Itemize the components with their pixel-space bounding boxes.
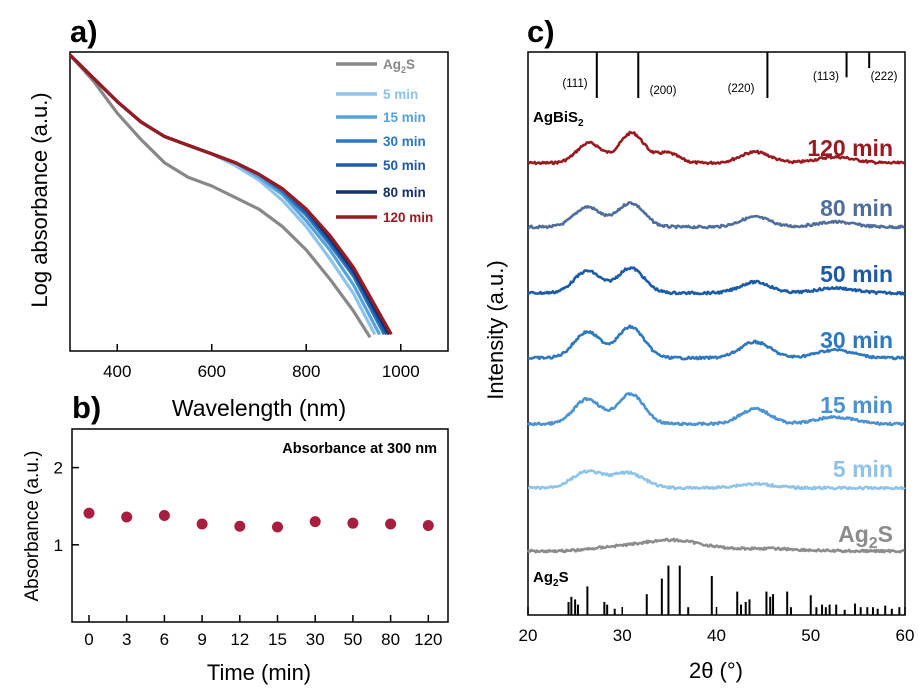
- panel-b-xtick-label: 15: [268, 630, 287, 649]
- panel-b-xtick-label: 30: [306, 630, 325, 649]
- legend-label-50-min: 50 min: [383, 158, 426, 173]
- panel-b-ticks: 120 3 6 9 12 15 30 50 80 120: [54, 459, 443, 649]
- pattern-ag2s: [526, 537, 905, 554]
- panel-a-xticks: 400 600 800 1000: [103, 344, 420, 381]
- panel-c-xticks: 20 30 40 50 60: [519, 607, 915, 645]
- line-15-min: [68, 53, 381, 336]
- panel-a: 400 600 800 1000 Ag2S 5 min 15 min 30 min 50 mi…: [27, 51, 449, 421]
- panel-b: 120 3 6 9 12 15 30 50 80 120 Absorbance at 300 nm…: [22, 428, 449, 685]
- pattern-label-80-min: 80 min: [820, 195, 893, 221]
- agbis2-peak-label: (111): [562, 78, 587, 90]
- panel-c-xtick-label: 50: [801, 626, 820, 645]
- line-120-min: [68, 53, 393, 336]
- panel-c-xtick-label: 30: [613, 626, 632, 645]
- data-point-15-min: [272, 521, 283, 533]
- panel-a-series: [68, 53, 393, 339]
- pattern-120-min: [527, 130, 906, 166]
- panel-b-xtick-label: 6: [160, 630, 169, 649]
- panel-c-patterns: 120 min 80 min 50 min 30 min 15 min 5 min Ag2S: [526, 130, 906, 554]
- panel-b-ytick-label: 1: [54, 536, 63, 555]
- pattern-5-min: [527, 469, 906, 491]
- data-point-30-min: [309, 516, 321, 528]
- agbis2-peak-label: (220): [728, 83, 755, 95]
- data-point-80-min: [385, 518, 397, 530]
- panel-a-xtick-label: 400: [103, 362, 131, 381]
- panel-c-xlabel: 2θ (°): [689, 658, 743, 683]
- panel-b-xtick-label: 3: [122, 630, 131, 649]
- data-point-6-min: [158, 509, 170, 521]
- panel-b-label: b): [72, 390, 101, 425]
- panel-b-xtick-label: 9: [197, 630, 206, 649]
- data-point-9-min: [196, 518, 208, 530]
- panel-c: 20 30 40 50 60 (111) (200) (220) (113) (222) AgB…: [483, 51, 915, 683]
- legend-label-30-min: 30 min: [383, 134, 426, 149]
- legend-label-5-min: 5 min: [383, 87, 418, 102]
- agbis2-peak-label: (113): [813, 71, 839, 83]
- panel-b-xtick-label: 80: [381, 630, 400, 649]
- legend-label-120-min: 120 min: [383, 210, 433, 225]
- data-point-120-min: [422, 520, 434, 531]
- panel-b-xlabel: Time (min): [207, 660, 311, 685]
- panel-a-xtick-label: 800: [292, 362, 320, 381]
- panel-b-ytick-label: 2: [54, 459, 63, 478]
- pattern-label-ag2s: Ag2S: [838, 521, 893, 552]
- ag2s-reference-pattern: [567, 565, 901, 615]
- panel-b-title: Absorbance at 300 nm: [282, 441, 437, 457]
- panel-a-legend: Ag2S 5 min 15 min 30 min 50 min 80 min 120 min: [336, 57, 433, 225]
- panel-c-ylabel: Intensity (a.u.): [483, 260, 508, 399]
- panel-c-label: c): [527, 14, 555, 49]
- pattern-label-120-min: 120 min: [807, 135, 893, 161]
- legend-label-80-min: 80 min: [383, 185, 426, 200]
- data-point-0-min: [83, 507, 95, 519]
- panel-c-xtick-label: 60: [896, 626, 915, 645]
- line-5-min: [68, 53, 377, 336]
- pattern-50-min: [527, 266, 906, 296]
- panel-a-ylabel: Log absorbance (a.u.): [27, 92, 52, 307]
- panel-a-label: a): [70, 14, 98, 49]
- legend-label-ag2s: Ag2S: [383, 57, 415, 75]
- data-point-12-min: [234, 520, 246, 532]
- pattern-label-50-min: 50 min: [820, 261, 893, 287]
- pattern-30-min: [527, 324, 906, 361]
- agbis2-peak-label: (222): [871, 71, 898, 83]
- data-point-3-min: [121, 511, 133, 523]
- panel-b-xtick-label: 12: [230, 630, 249, 649]
- panel-a-xtick-label: 600: [198, 362, 226, 381]
- panel-a-xlabel: Wavelength (nm): [172, 395, 346, 421]
- agbis2-reference-label: AgBiS2: [533, 109, 584, 129]
- ag2s-reference-label: Ag2S: [533, 569, 569, 589]
- panel-b-xtick-label: 50: [343, 630, 362, 649]
- panel-b-xtick-label: 0: [84, 630, 93, 649]
- panel-b-ylabel: Absorbance (a.u.): [22, 450, 43, 601]
- agbis2-peak-label: (200): [650, 85, 677, 97]
- panel-c-xtick-label: 40: [707, 626, 726, 645]
- pattern-label-30-min: 30 min: [820, 327, 893, 353]
- line-ag2s: [68, 53, 372, 339]
- data-point-50-min: [347, 517, 359, 529]
- panel-b-xtick-label: 120: [414, 630, 442, 649]
- panel-b-frame: [71, 428, 449, 623]
- panel-c-xtick-label: 20: [519, 626, 538, 645]
- panel-b-points: [83, 507, 434, 533]
- pattern-80-min: [527, 201, 906, 230]
- pattern-label-15-min: 15 min: [820, 392, 893, 418]
- agbis2-reference-pattern: (111) (200) (220) (113) (222): [562, 52, 898, 98]
- pattern-15-min: [526, 392, 905, 427]
- pattern-label-5-min: 5 min: [833, 456, 893, 482]
- panel-a-frame: [69, 51, 449, 352]
- legend-label-15-min: 15 min: [383, 110, 426, 125]
- panel-a-xtick-label: 1000: [382, 362, 420, 381]
